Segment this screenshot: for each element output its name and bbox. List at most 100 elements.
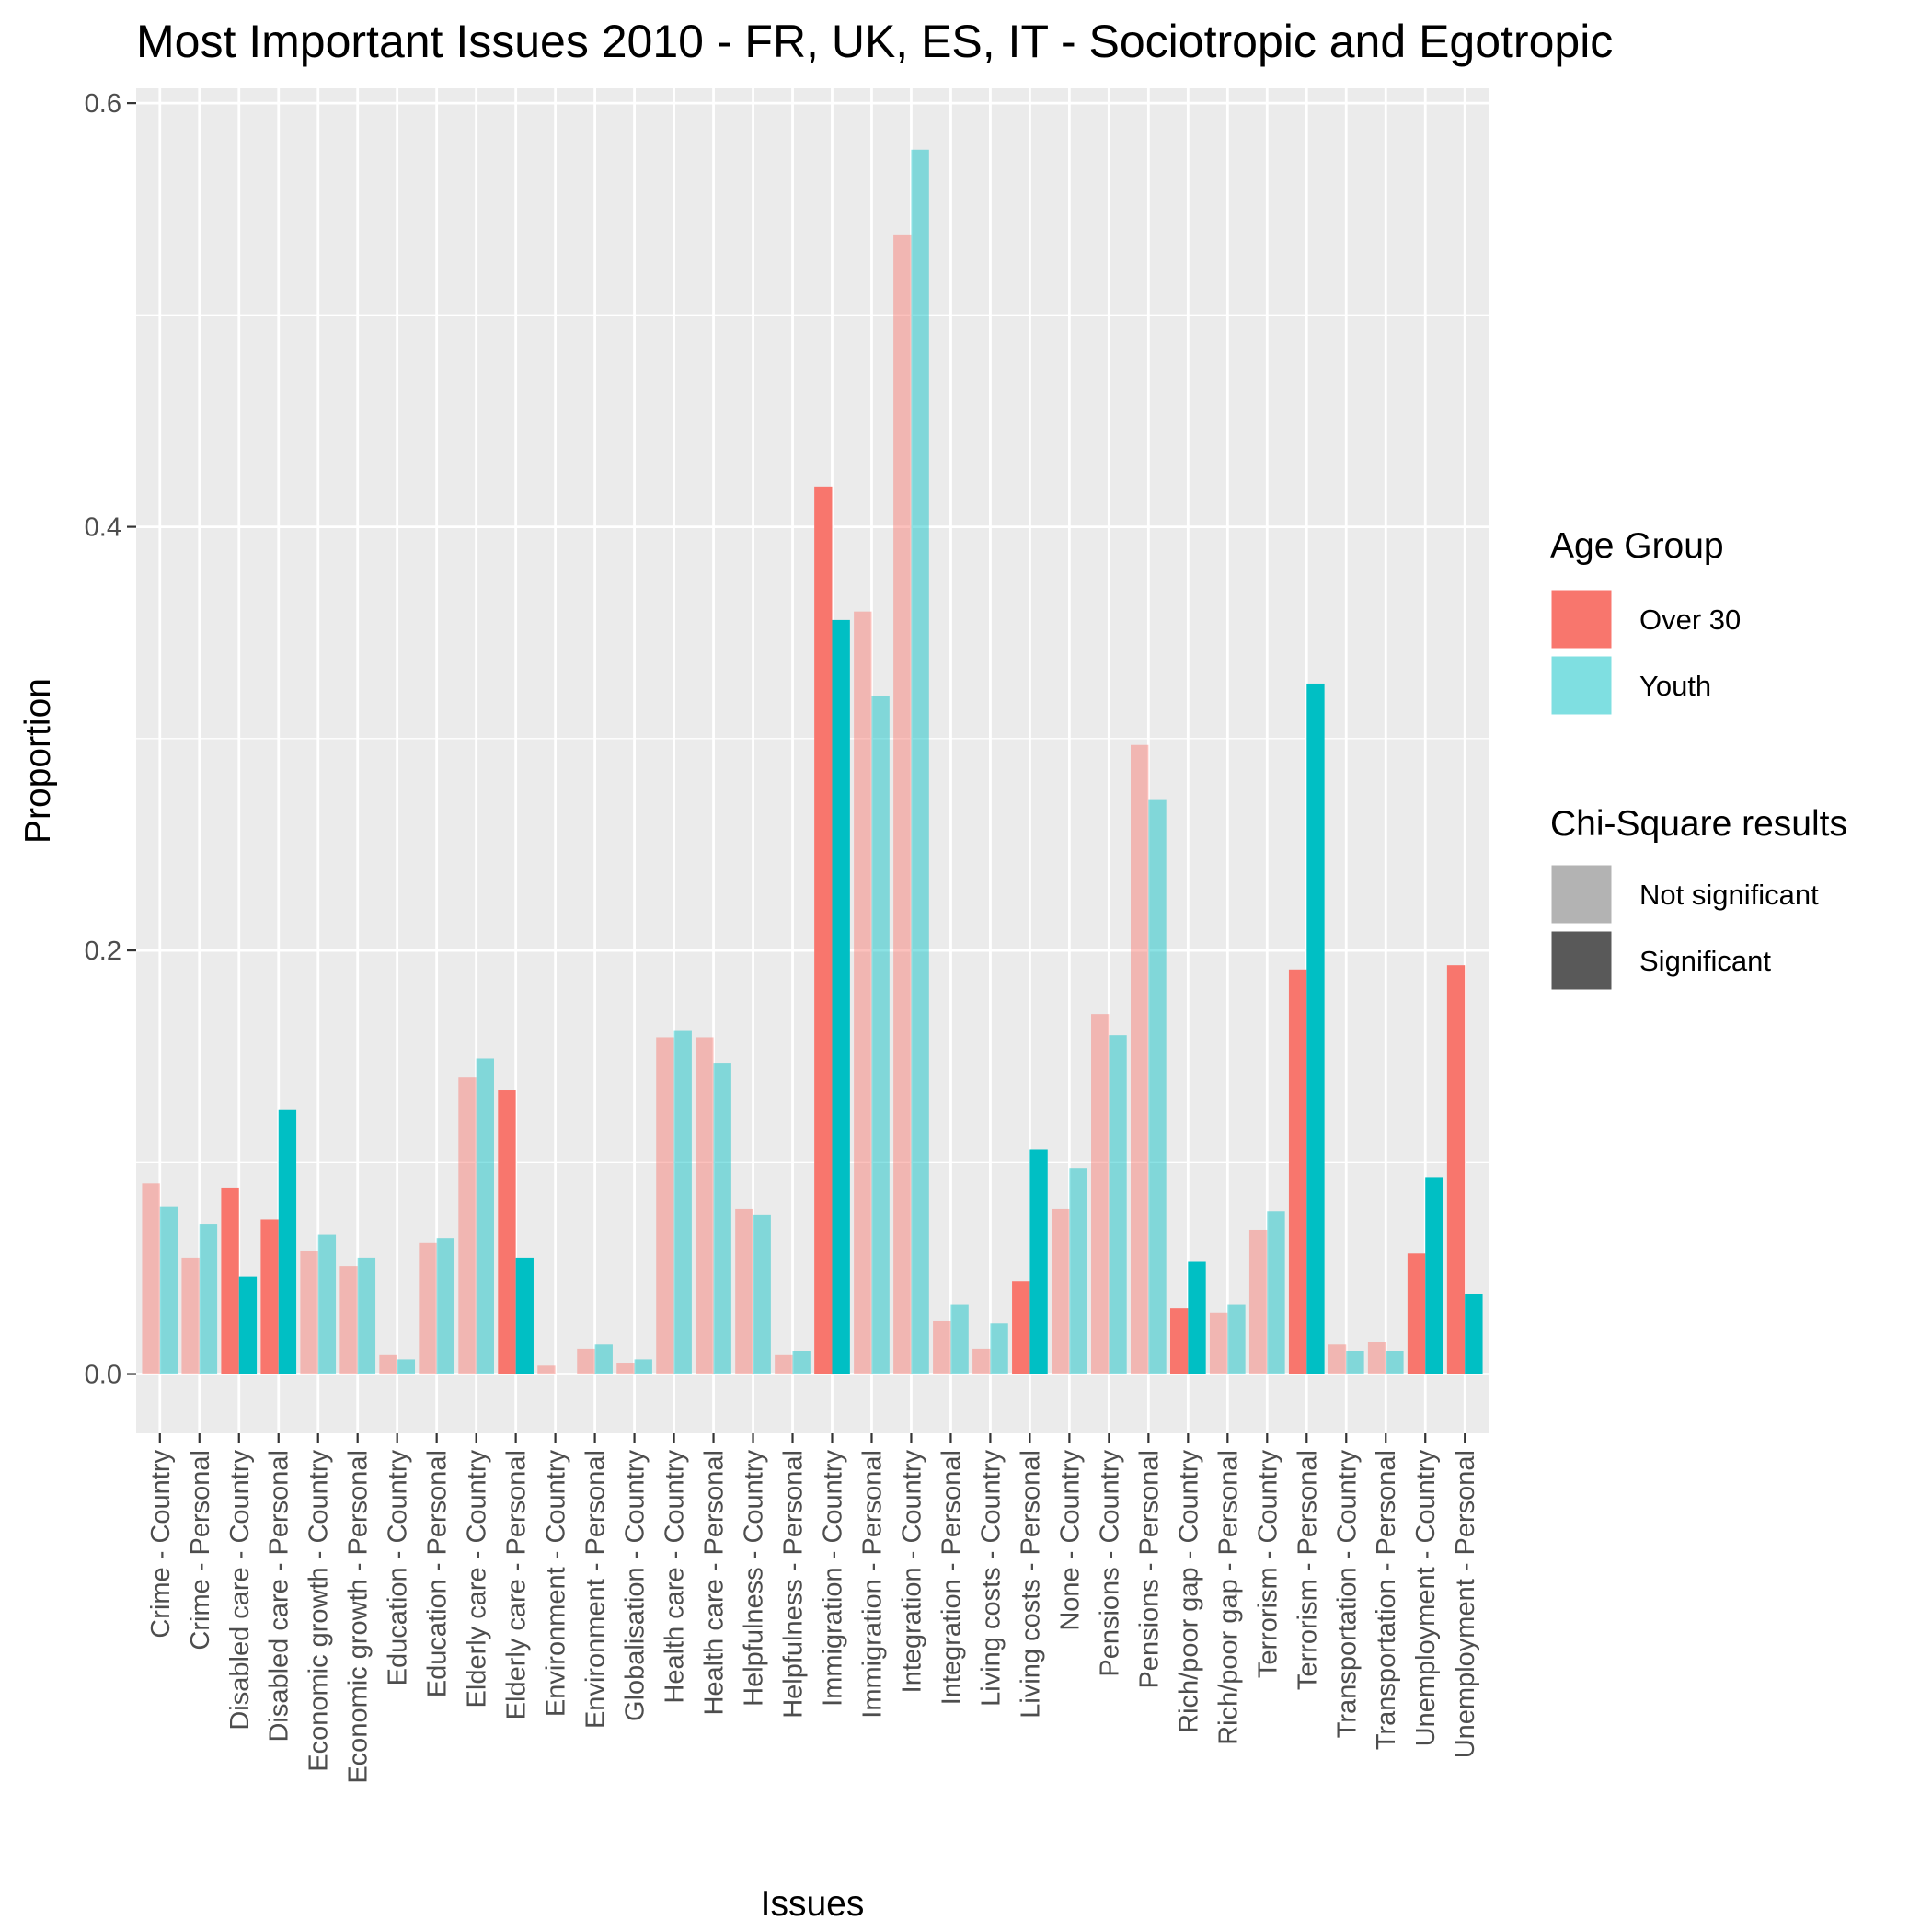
x-tick-label: Elderly care - Country [463,1450,492,1708]
bar-youth [1188,1261,1206,1374]
bar-over-30 [181,1257,200,1374]
bar-youth [397,1359,416,1374]
bar-youth [753,1214,771,1374]
bar-youth [1306,683,1325,1374]
bar-over-30 [972,1348,991,1374]
x-tick-label: Economic growth - Country [305,1450,334,1772]
x-tick-label: Transportation - Country [1332,1450,1362,1739]
bar-over-30 [1091,1014,1110,1374]
bar-youth [199,1224,218,1374]
x-tick-label: Disabled care - Personal [265,1450,294,1742]
legend-label-significant: Significant [1639,945,1771,977]
bar-over-30 [933,1320,951,1374]
bar-youth [1069,1168,1087,1374]
bar-youth [476,1058,494,1374]
legend-label-over-30: Over 30 [1639,604,1741,636]
bar-youth [1148,799,1167,1374]
x-tick-label: Disabled care - Country [225,1450,255,1731]
bar-over-30 [1052,1208,1070,1374]
x-tick-label: Health care - Country [661,1450,690,1704]
legend-swatch-significant [1548,928,1615,993]
bar-over-30 [1288,969,1307,1374]
x-tick-label: Pensions - Country [1095,1450,1124,1677]
x-axis-title: Issues [761,1884,865,1924]
bar-youth [911,149,929,1374]
bar-youth [713,1063,731,1374]
bar-youth [1386,1351,1404,1374]
bar-over-30 [735,1208,753,1374]
x-tick-label: Unemployment - Personal [1451,1450,1480,1758]
bar-over-30 [300,1250,318,1374]
x-tick-label: Living costs - Country [976,1450,1006,1707]
bar-youth [832,619,850,1374]
bar-over-30 [221,1187,239,1374]
x-tick-label: Living costs - Personal [1016,1450,1045,1719]
x-tick-label: Pensions - Personal [1134,1450,1164,1689]
bar-over-30 [616,1363,635,1374]
y-tick-label: 0.6 [85,89,121,119]
legend-swatch-youth [1548,653,1615,718]
x-tick-label: Rich/poor gap - Personal [1213,1450,1243,1745]
bar-over-30 [498,1090,516,1374]
x-tick-label: Rich/poor gap - Country [1174,1450,1203,1733]
x-tick-label: Unemployment - Country [1411,1450,1441,1747]
legend-label-youth: Youth [1639,670,1711,702]
bar-youth [515,1257,534,1374]
bar-youth [278,1109,297,1374]
legend-chi-square: Chi-Square results Not significant Signi… [1548,804,1847,993]
x-tick-label: Helpfulness - Personal [779,1450,809,1719]
x-tick-label: Education - Country [384,1450,413,1686]
legend-chi-title: Chi-Square results [1550,804,1847,844]
bar-over-30 [814,486,833,1374]
bar-youth [990,1323,1008,1374]
bar-youth [673,1030,692,1374]
x-tick-label: Crime - Personal [186,1450,215,1650]
bar-over-30 [854,611,872,1374]
legend-label-not-significant: Not significant [1639,879,1819,911]
bar-youth [634,1359,652,1374]
x-tick-label: Health care - Personal [700,1450,730,1716]
bar-over-30 [1248,1229,1268,1374]
x-tick-label: Immigration - Personal [857,1450,887,1719]
x-tick-label: Elderly care - Personal [502,1450,532,1719]
x-tick-label: Economic growth - Personal [344,1450,374,1784]
y-tick-label: 0.2 [85,937,121,966]
x-tick-label: Immigration - Country [818,1450,847,1707]
x-tick-label: None - Country [1055,1450,1085,1631]
legend-age-title: Age Group [1550,526,1724,566]
legend-swatch-over-30 [1548,587,1615,651]
plot-panel [136,88,1489,1433]
y-tick-label: 0.4 [85,513,121,543]
bar-over-30 [696,1037,714,1374]
bar-youth [436,1238,455,1374]
bars [142,149,1483,1374]
bar-over-30 [339,1266,358,1374]
x-tick-label: Crime - Country [146,1450,176,1639]
bar-youth [357,1257,376,1374]
bar-over-30 [1169,1308,1189,1374]
bar-over-30 [260,1219,279,1374]
bar-over-30 [419,1242,437,1374]
bar-over-30 [1012,1281,1030,1374]
y-tick-label: 0.0 [85,1361,121,1390]
x-tick-label: Education - Personal [423,1450,453,1697]
legend-swatch-not-significant [1548,862,1615,926]
bar-over-30 [1446,965,1466,1374]
x-axis: Crime - Country Crime - Personal Disabled … [146,1433,1480,1784]
bar-over-30 [379,1354,397,1374]
bar-over-30 [537,1365,556,1374]
x-tick-label: Environment - Country [542,1450,571,1718]
legend-age-group: Age Group Over 30 Youth [1548,526,1741,718]
chart-title: Most Important Issues 2010 - FR, UK, ES,… [136,16,1613,67]
y-axis-title: Proportion [18,678,58,844]
bar-youth [1267,1211,1285,1374]
x-tick-label: Integration - Personal [937,1450,966,1705]
bar-over-30 [1328,1344,1347,1374]
bar-youth [1425,1177,1443,1374]
y-axis: 0.0 0.2 0.4 0.6 [85,89,136,1390]
x-tick-label: Terrorism - Personal [1293,1450,1322,1690]
x-tick-label: Transportation - Personal [1372,1450,1401,1750]
bar-over-30 [656,1037,674,1374]
bar-youth [159,1206,178,1374]
